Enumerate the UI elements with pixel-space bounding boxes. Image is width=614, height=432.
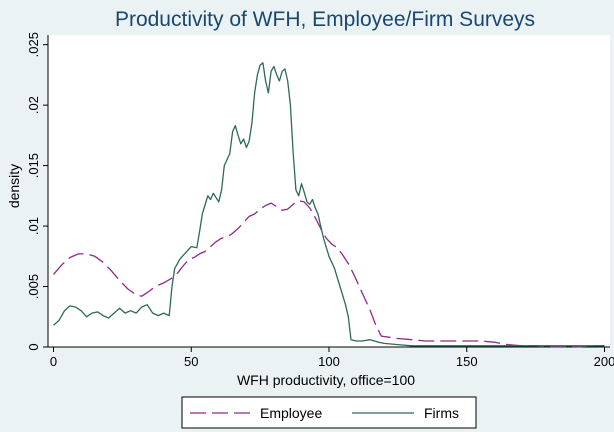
legend-box xyxy=(181,396,477,429)
series-layer xyxy=(53,62,605,348)
plot-area xyxy=(48,35,610,347)
x-tick-label: 100 xyxy=(318,354,340,369)
legend-label-employee: Employee xyxy=(260,405,322,421)
x-tick-label: 50 xyxy=(184,354,198,369)
y-tick-label: .01 xyxy=(26,217,41,235)
series-line-employee xyxy=(53,200,605,348)
x-tick-label: 200 xyxy=(594,354,614,369)
y-axis-label: density xyxy=(6,164,22,208)
y-tick-label: .02 xyxy=(26,96,41,114)
legend: Employee Firms xyxy=(181,396,477,429)
y-tick-label: .005 xyxy=(26,274,41,299)
x-ticks: 0 50 100 150 200 xyxy=(50,347,614,369)
y-tick-label: .015 xyxy=(26,153,41,178)
x-tick-label: 150 xyxy=(456,354,478,369)
legend-label-firms: Firms xyxy=(424,405,459,421)
x-tick-label: 0 xyxy=(50,354,57,369)
x-axis-label: WFH productivity, office=100 xyxy=(237,372,415,388)
y-tick-label: 0 xyxy=(26,343,41,350)
y-ticks: 0 .005 .01 .015 .02 .025 xyxy=(26,32,48,351)
series-line-firms xyxy=(53,62,605,347)
chart-title: Productivity of WFH, Employee/Firm Surve… xyxy=(115,8,535,31)
y-tick-label: .025 xyxy=(26,32,41,57)
